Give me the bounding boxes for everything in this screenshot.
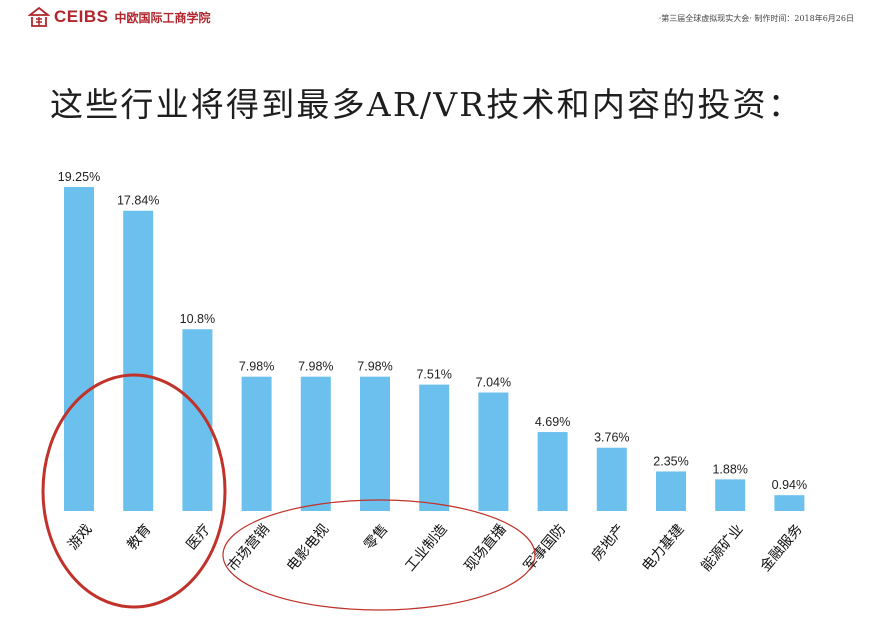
bar-11	[715, 479, 746, 511]
page-title: 这些行业将得到最多AR/VR技术和内容的投资：	[50, 85, 804, 124]
value-label-5: 7.98%	[357, 360, 392, 374]
bar-2	[182, 329, 213, 511]
value-label-3: 7.98%	[239, 360, 274, 374]
bar-6	[419, 384, 450, 511]
category-label-5: 零售	[361, 521, 391, 553]
category-label-0: 游戏	[65, 521, 95, 553]
value-label-11: 1.88%	[712, 462, 747, 476]
category-label-9: 房地产	[589, 521, 628, 563]
value-label-12: 0.94%	[772, 478, 807, 492]
value-label-9: 3.76%	[594, 431, 629, 445]
value-label-7: 7.04%	[476, 376, 511, 390]
highlight-ellipse-thin	[222, 499, 536, 611]
category-label-2: 医疗	[184, 521, 214, 553]
bar-8	[537, 432, 568, 511]
annotations-group	[41, 373, 536, 611]
category-label-8: 军事国防	[521, 521, 569, 574]
category-label-10: 电力基建	[638, 521, 687, 575]
bar-0	[64, 187, 94, 511]
meeting-note: ·第三届全球虚拟现实大会· 制作时间：2018年6月26日	[658, 14, 854, 23]
value-label-8: 4.69%	[535, 415, 570, 429]
value-labels-group: 19.25% 17.84% 10.8% 7.98% 7.98% 7.98% 7.51% 7.0…	[58, 170, 807, 492]
logo-chinese-name: 中欧国际工商学院	[114, 10, 211, 25]
bar-5	[360, 376, 390, 511]
value-label-2: 10.8%	[180, 312, 215, 326]
bar-7	[478, 392, 509, 511]
ceibs-logo: CEIBS 中欧国际工商学院	[28, 6, 210, 28]
bar-12	[774, 495, 805, 511]
bar-9	[596, 447, 627, 511]
value-label-1: 17.84%	[117, 194, 159, 208]
header: CEIBS 中欧国际工商学院 ·第三届全球虚拟现实大会· 制作时间：2018年6…	[0, 0, 870, 34]
bars-group	[64, 187, 805, 512]
category-label-1: 教育	[124, 521, 154, 553]
category-label-4: 电影电视	[284, 521, 332, 574]
bar-4	[300, 376, 331, 511]
category-label-6: 工业制造	[402, 521, 450, 574]
category-label-7: 现场直播	[461, 521, 510, 575]
value-label-0: 19.25%	[58, 170, 100, 184]
category-label-12: 金融服务	[758, 521, 806, 574]
bar-1	[123, 210, 154, 512]
value-label-10: 2.35%	[653, 454, 688, 468]
category-label-11: 能源矿业	[698, 521, 746, 574]
logo-text: CEIBS	[54, 7, 109, 26]
category-label-3: 市场营销	[224, 521, 273, 575]
highlight-ellipse-large	[41, 373, 227, 609]
bar-3	[241, 376, 272, 511]
value-label-6: 7.51%	[416, 368, 451, 382]
value-label-4: 7.98%	[298, 360, 333, 374]
bar-10	[656, 471, 686, 511]
category-labels-group: 游戏 教育 医疗 市场营销 电影电视 零售 工业制造 现场直播 军事国防 房地产 电力基建 能源矿业金…	[65, 521, 806, 575]
ceibs-logo-icon	[28, 6, 50, 27]
